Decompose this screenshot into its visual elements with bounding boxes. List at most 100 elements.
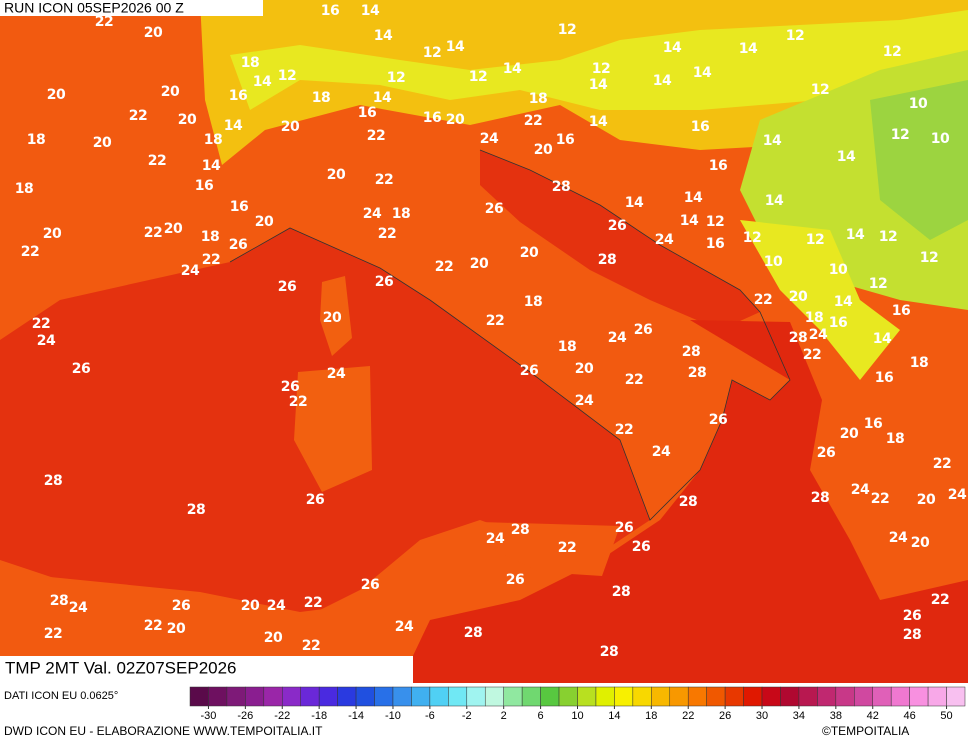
temperature-label: 18 [241,55,259,71]
temperature-label: 16 [706,236,724,252]
temperature-label: 20 [840,426,859,442]
temperature-label: 18 [27,132,45,148]
temperature-label: 12 [706,214,724,230]
legend-swatch [429,686,449,707]
temperature-label: 10 [909,96,928,112]
legend-swatch [208,686,228,707]
temperature-label: 20 [789,289,808,305]
temperature-label: 24 [486,531,505,547]
legend-swatch [411,686,431,707]
temperature-label: 12 [869,276,887,292]
temperature-label: 28 [679,494,697,510]
legend-tick-label: 14 [608,710,620,722]
credit: DWD ICON EU - ELABORAZIONE WWW.TEMPOITAL… [4,724,323,738]
temperature-label: 22 [202,252,220,268]
balkans-inland [740,220,900,380]
legend-tick-label: 46 [904,710,916,722]
temperature-label: 26 [506,572,524,588]
temperature-label: 20 [164,221,183,237]
legend-swatch [854,686,873,707]
source: DATI ICON EU 0.0625° [4,690,118,702]
temperature-label: 28 [44,473,62,489]
temperature-label: 22 [378,226,396,242]
temperature-label: 28 [598,252,616,268]
temperature-label: 20 [161,84,180,100]
legend-swatch [521,686,541,707]
temperature-label: 24 [851,482,870,498]
temperature-label: 12 [469,69,487,85]
temperature-label: 22 [931,592,949,608]
legend-swatch [392,686,412,707]
temperature-label: 28 [511,522,529,538]
legend-swatch [687,686,707,707]
temperature-label: 14 [653,73,672,89]
temperature-label: 12 [891,127,909,143]
temperature-label: 28 [903,627,921,643]
legend-tick-label: 26 [719,710,731,722]
temperature-label: 20 [255,214,274,230]
temperature-label: 24 [395,619,414,635]
temperature-label: 12 [592,61,610,77]
temperature-label: 18 [529,91,547,107]
temperature-label: 16 [709,158,727,174]
temperature-label: 22 [304,595,322,611]
temperature-label: 26 [485,201,503,217]
temperature-label: 26 [632,539,650,555]
legend-swatch [706,686,726,707]
temperature-label: 22 [95,14,113,30]
run-label: RUN ICON 05SEP2026 00 Z [4,0,184,16]
temperature-label: 24 [655,232,674,248]
temperature-label: 14 [680,213,699,229]
temperature-label: 24 [575,393,594,409]
adriatic-sea [480,150,760,330]
legend-swatch [540,686,560,707]
temperature-label: 18 [204,132,222,148]
header-box [0,0,263,16]
temperature-label: 16 [556,132,574,148]
sardinia [294,366,372,492]
africa [0,572,400,683]
legend-tick-label: 42 [867,710,879,722]
temperature-label: 20 [520,245,539,261]
temperature-label: 22 [289,394,307,410]
temperature-label: 22 [375,172,393,188]
temperature-label: 28 [600,644,618,660]
temperature-label: 20 [43,226,62,242]
temperature-label: 22 [625,372,643,388]
temperature-label: 24 [809,327,828,343]
temperature-label: 14 [625,195,644,211]
temperature-label: 12 [879,229,897,245]
temperature-label: 22 [754,292,772,308]
legend-tick-label: -10 [385,710,401,722]
temperature-label: 28 [464,625,482,641]
temperature-label: 14 [739,41,758,57]
temperature-label: 26 [520,363,538,379]
temperature-label: 12 [278,68,296,84]
temperature-label: 14 [663,40,682,56]
legend-swatch [595,686,615,707]
temperature-label: 22 [871,491,889,507]
temperature-label: 18 [15,181,33,197]
legend-swatch [780,686,800,707]
temperature-label: 16 [230,199,248,215]
temperature-label: 16 [829,315,847,331]
legend-swatch [189,686,209,707]
temperature-label: 18 [910,355,928,371]
temperature-label: 28 [552,179,570,195]
temperature-label: 28 [682,344,700,360]
temperature-label: 22 [129,108,147,124]
temperature-label: 24 [652,444,671,460]
temperature-label: 14 [834,294,853,310]
temperature-label: 26 [72,361,90,377]
temperature-label: 28 [187,502,205,518]
legend-tick-label: 38 [830,710,842,722]
temperature-label: 24 [608,330,627,346]
temperature-label: 12 [883,44,901,60]
temperature-label: 20 [323,310,342,326]
legend-tick-label: 50 [940,710,952,722]
legend-swatch [743,686,763,707]
temperature-label: 20 [446,112,465,128]
temperature-label: 10 [764,254,783,270]
temperature-label: 16 [195,178,213,194]
temperature-label: 12 [806,232,824,248]
